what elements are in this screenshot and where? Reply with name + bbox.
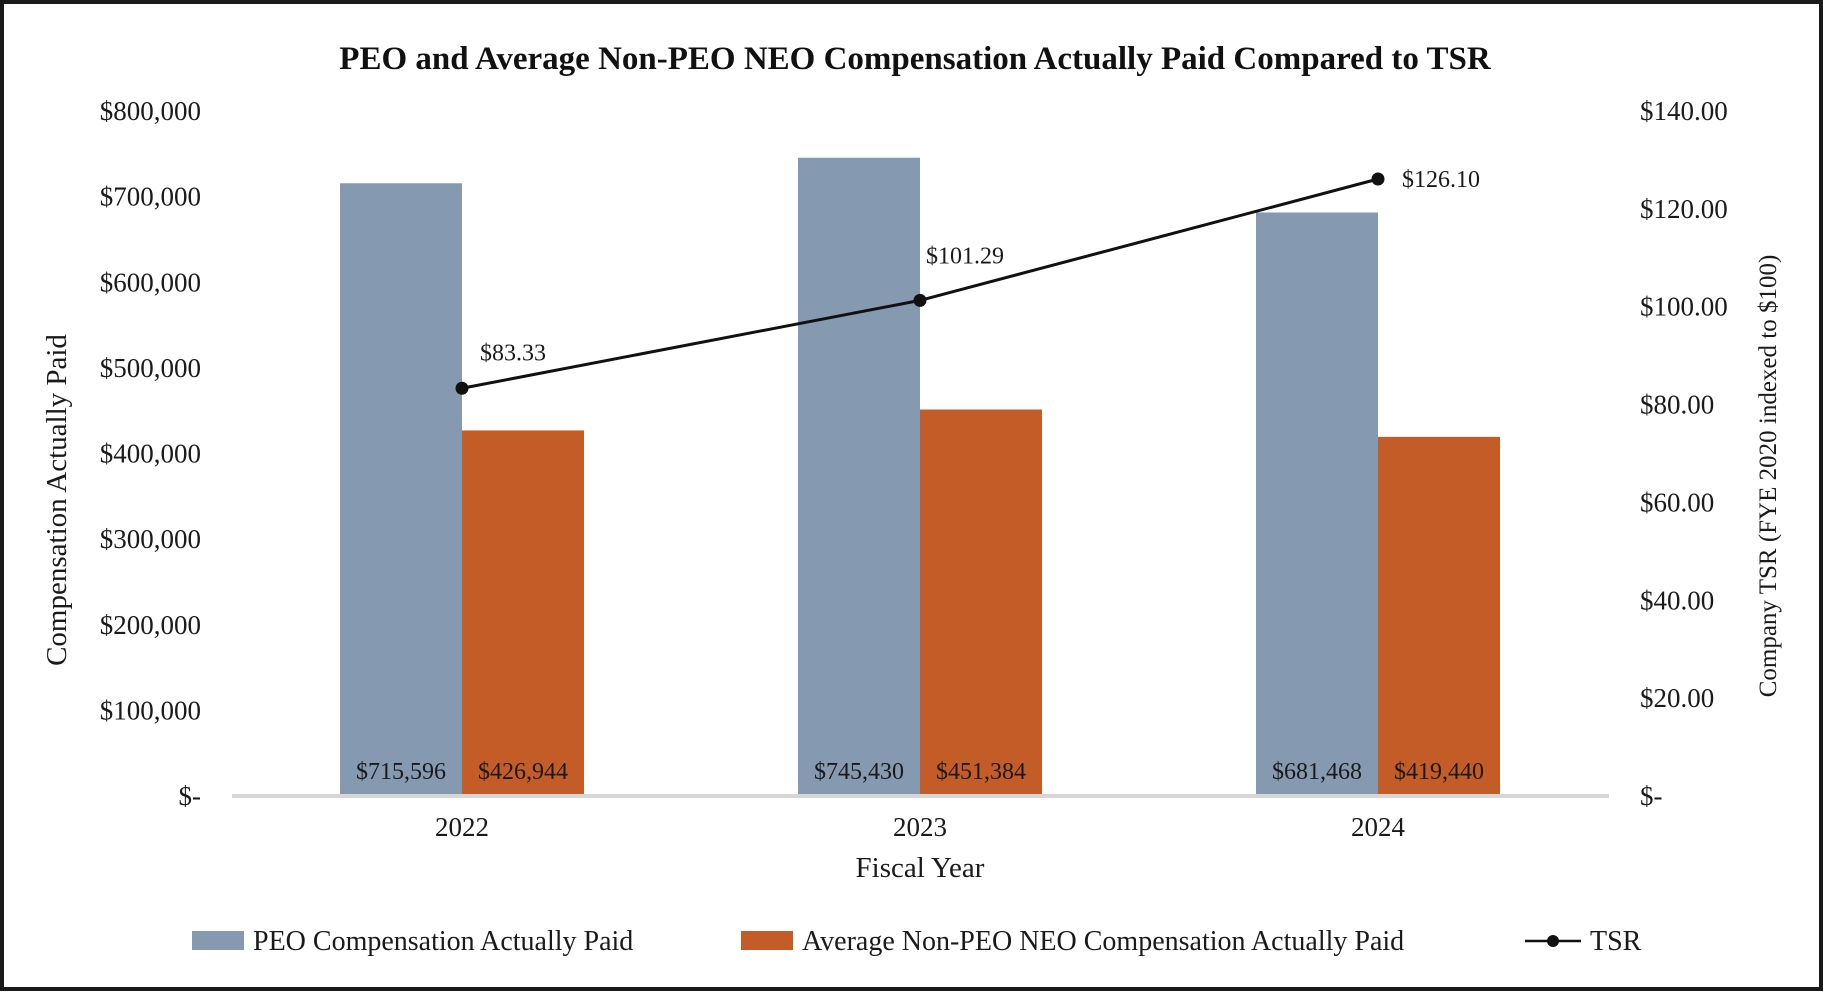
tsr-line-layer: $83.33 $101.29 $126.10 [455,167,1480,395]
right-y-axis: $140.00 $120.00 $100.00 $80.00 $60.00 $40.00 $… [1640,96,1728,811]
right-y-tick-label: $120.00 [1640,194,1728,224]
tsr-label-2023: $101.29 [926,243,1004,269]
legend: PEO Compensation Actually Paid Average N… [192,926,1642,957]
legend-swatch-neo [741,931,793,950]
bar-label-neo-2023: $451,384 [936,759,1026,785]
bar-label-peo-2022: $715,596 [356,759,446,785]
legend-swatch-tsr-marker [1547,935,1559,947]
tsr-label-2022: $83.33 [480,340,546,366]
right-y-tick-label: $100.00 [1640,292,1728,322]
x-axis: 2022 2023 2024 [435,812,1406,842]
right-y-tick-label: $- [1640,781,1663,811]
x-tick-label-2023: 2023 [893,812,947,842]
left-y-tick-label: $100,000 [100,695,201,725]
bar-peo-2023 [798,157,920,796]
legend-label-neo: Average Non-PEO NEO Compensation Actuall… [802,926,1404,957]
bar-label-peo-2023: $745,430 [814,759,904,785]
bars-layer: $715,596 $426,944 $745,430 $451,384 $681,468… [340,157,1500,796]
bar-label-peo-2024: $681,468 [1272,759,1362,785]
right-y-tick-label: $20.00 [1640,683,1714,713]
legend-swatch-peo [192,931,244,950]
y-axis-label: Compensation Actually Paid [41,334,73,666]
left-y-tick-label: $400,000 [100,439,201,469]
x-tick-label-2022: 2022 [435,812,489,842]
left-y-tick-label: $200,000 [100,610,201,640]
bar-peo-2024 [1256,212,1378,796]
right-y-tick-label: $60.00 [1640,487,1714,517]
left-y-tick-label: $500,000 [100,353,201,383]
left-y-tick-label: $- [179,781,202,811]
left-y-tick-label: $600,000 [100,267,201,297]
right-y-tick-label: $80.00 [1640,390,1714,420]
x-axis-label: Fiscal Year [856,852,985,884]
bar-neo-2024 [1378,436,1500,796]
chart-svg: PEO and Average Non-PEO NEO Compensation… [41,41,1782,957]
tsr-label-2024: $126.10 [1402,167,1480,193]
left-y-axis: $800,000 $700,000 $600,000 $500,000 $400,000… [100,96,201,811]
tsr-point-2023 [913,293,927,307]
bar-neo-2023 [920,409,1042,796]
chart-title: PEO and Average Non-PEO NEO Compensation… [339,41,1492,77]
right-y-tick-label: $40.00 [1640,585,1714,615]
left-y-tick-label: $700,000 [100,182,201,212]
legend-label-peo: PEO Compensation Actually Paid [253,926,633,957]
left-y-tick-label: $300,000 [100,524,201,554]
bar-peo-2022 [340,183,462,796]
tsr-point-2024 [1371,172,1385,186]
bar-neo-2022 [462,430,584,796]
tsr-point-2022 [455,381,469,395]
legend-label-tsr: TSR [1590,926,1642,957]
left-y-tick-label: $800,000 [100,96,201,126]
bar-label-neo-2022: $426,944 [478,759,568,785]
x-tick-label-2024: 2024 [1351,812,1406,842]
right-y-axis-label: Company TSR (FYE 2020 indexed to $100) [1755,255,1782,698]
bar-label-neo-2024: $419,440 [1394,759,1484,785]
right-y-tick-label: $140.00 [1640,96,1728,126]
